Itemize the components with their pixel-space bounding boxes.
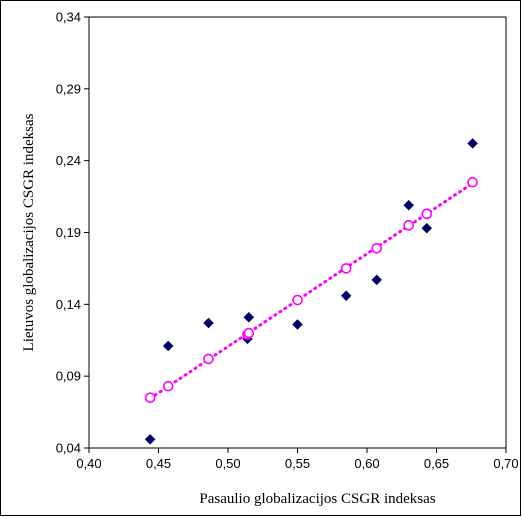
circle-point bbox=[243, 327, 255, 339]
x-tick-label: 0,50 bbox=[215, 456, 240, 471]
axes bbox=[84, 16, 507, 453]
circle-point bbox=[162, 380, 174, 392]
circle-point bbox=[144, 392, 156, 404]
diamond-point bbox=[203, 317, 214, 329]
diamond-point bbox=[243, 311, 255, 323]
plot-area bbox=[88, 16, 507, 449]
x-tick-label: 0,65 bbox=[424, 456, 449, 471]
x-tick-label: 0,55 bbox=[285, 456, 310, 471]
diamond-point bbox=[340, 290, 352, 302]
points-layer bbox=[144, 138, 478, 445]
diamond-point bbox=[162, 340, 174, 352]
circle-point bbox=[421, 208, 433, 220]
x-tick-label: 0,40 bbox=[76, 456, 101, 471]
diamond-point bbox=[371, 274, 383, 286]
labels-layer: 0,40 0,45 0,50 0,55 0,60 0,65 0,70 0,04 0,09 0,14… bbox=[21, 10, 519, 508]
y-tick-label: 0,14 bbox=[56, 297, 81, 312]
x-tick-label: 0,60 bbox=[354, 456, 379, 471]
circle-point bbox=[203, 353, 214, 365]
diamond-point bbox=[467, 138, 478, 149]
circle-point bbox=[371, 243, 383, 254]
diamond-point bbox=[292, 319, 303, 330]
circle-point bbox=[467, 176, 478, 188]
diamond-point bbox=[421, 222, 433, 234]
trendline bbox=[148, 181, 475, 400]
trendline-layer bbox=[148, 181, 475, 400]
circle-point bbox=[292, 294, 303, 306]
x-tick-label: 0,70 bbox=[493, 456, 518, 471]
circle-point bbox=[403, 220, 415, 231]
y-tick-label: 0,34 bbox=[56, 10, 81, 25]
y-tick-label: 0,04 bbox=[56, 441, 81, 456]
y-tick-label: 0,29 bbox=[56, 81, 81, 96]
plot-border bbox=[88, 16, 507, 449]
y-tick-label: 0,19 bbox=[56, 225, 81, 240]
diamond-point bbox=[403, 199, 415, 211]
x-tick-label: 0,45 bbox=[146, 456, 171, 471]
y-tick-label: 0,24 bbox=[56, 153, 81, 168]
y-tick-label: 0,09 bbox=[56, 369, 81, 384]
x-axis-title: Pasaulio globalizacijos CSGR indeksas bbox=[199, 491, 435, 507]
y-axis-title: Lietuvos globalizacijos CSGR indeksas bbox=[21, 113, 37, 351]
circle-point bbox=[340, 263, 352, 274]
diamond-point bbox=[144, 434, 156, 445]
